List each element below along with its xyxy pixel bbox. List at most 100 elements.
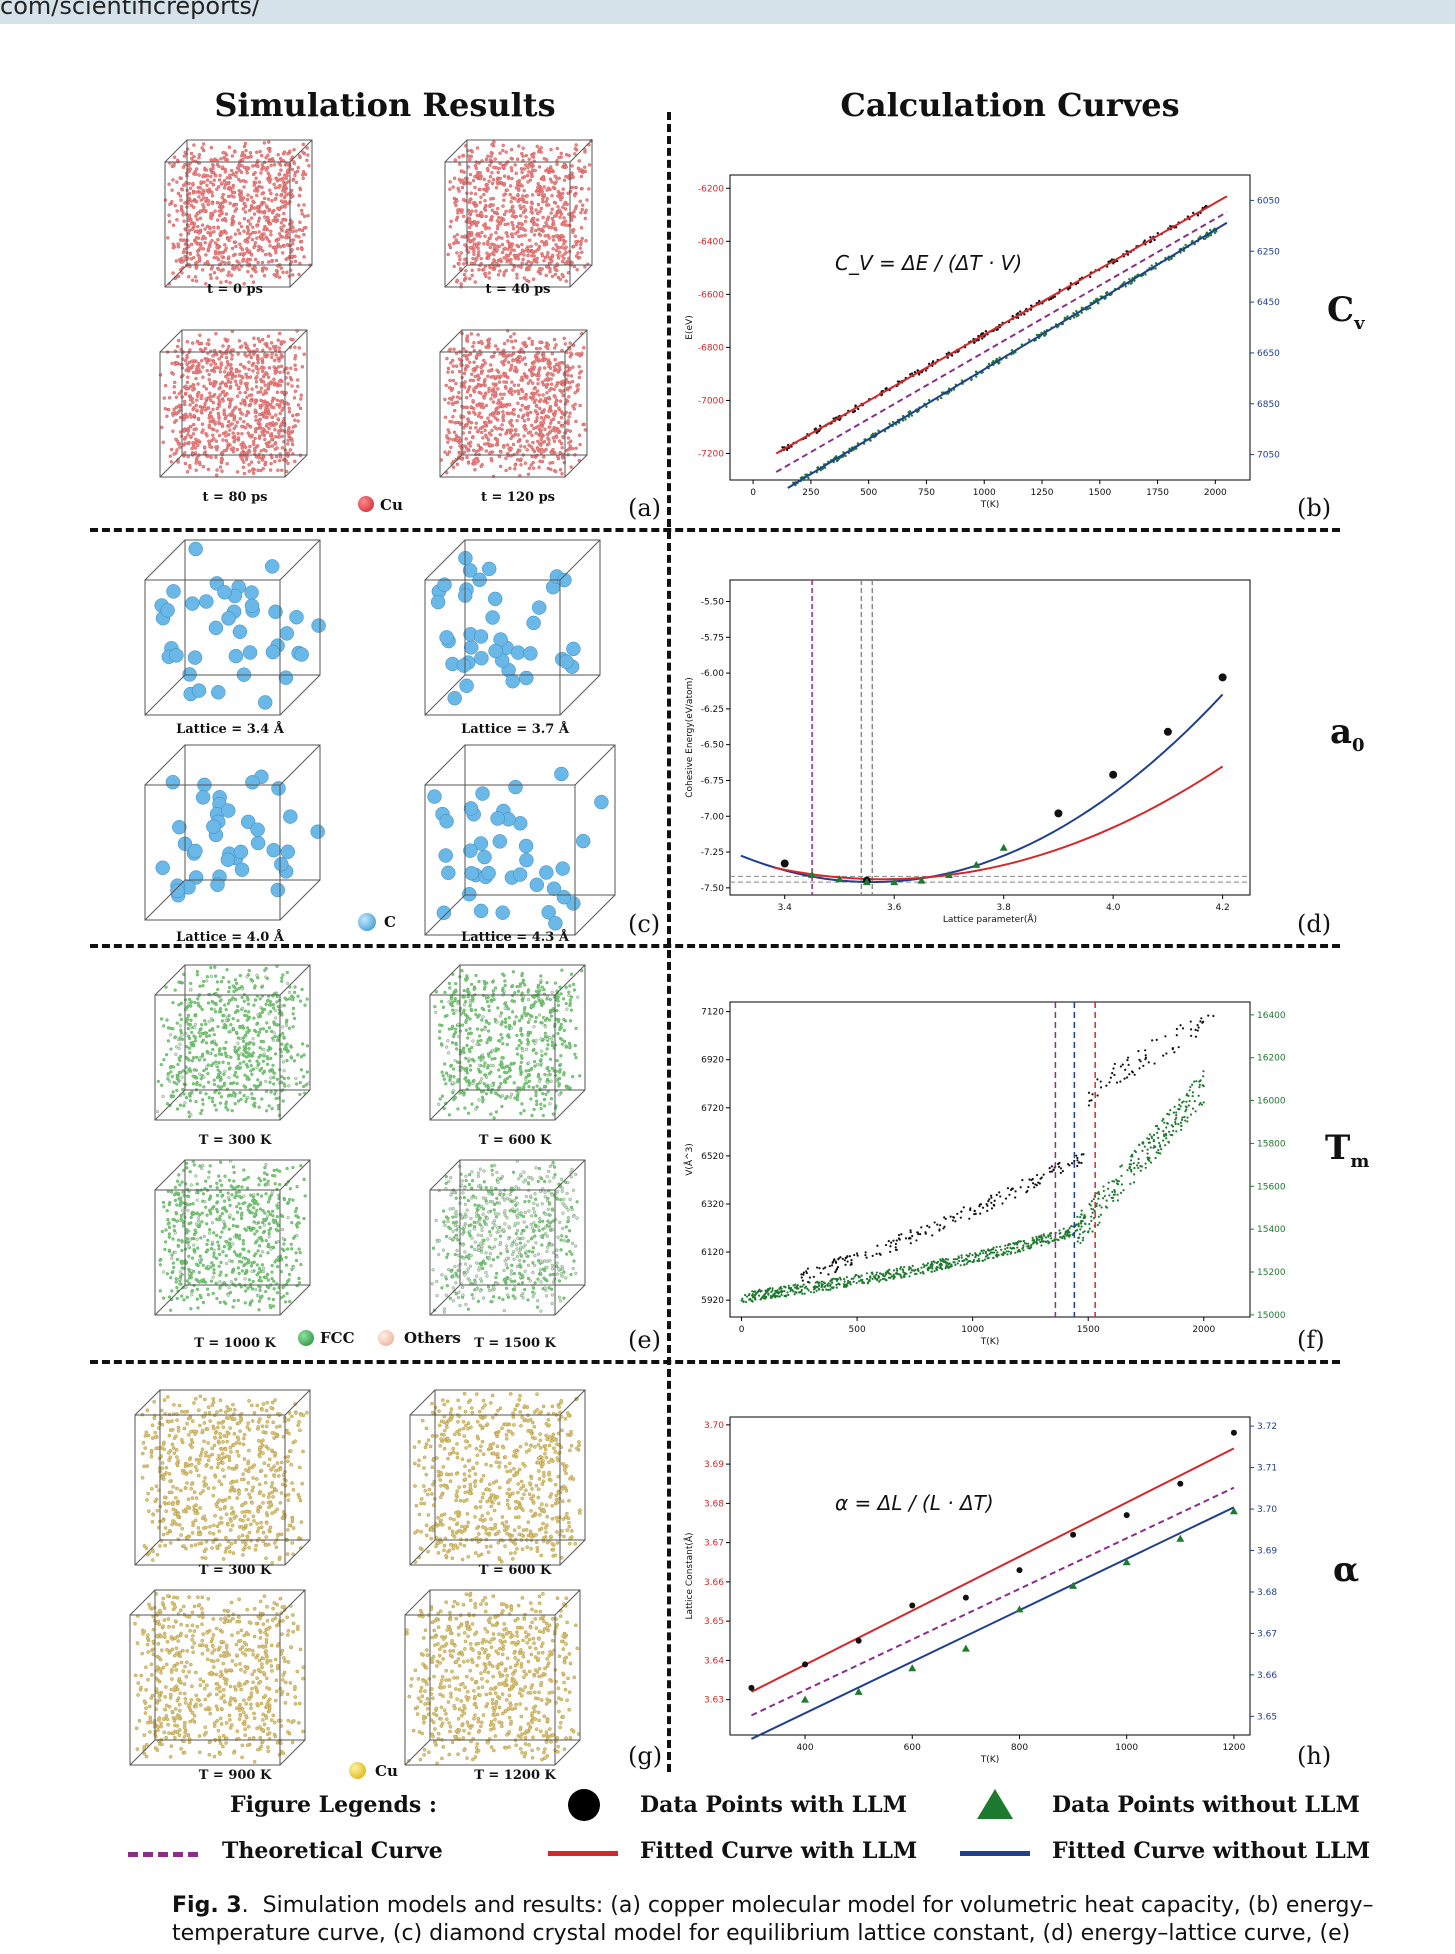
atom xyxy=(522,419,527,423)
atom xyxy=(300,212,304,216)
atom xyxy=(523,344,528,349)
atom xyxy=(191,407,195,412)
atom xyxy=(195,167,199,171)
atom xyxy=(474,650,489,666)
atom xyxy=(233,406,237,410)
atom xyxy=(287,410,292,414)
atom xyxy=(541,354,546,358)
atom xyxy=(476,429,480,433)
data-point-with-llm xyxy=(995,328,998,332)
atom xyxy=(299,397,303,401)
atom xyxy=(245,1026,250,1030)
atom xyxy=(459,678,474,694)
atom xyxy=(206,202,210,207)
atom xyxy=(229,168,234,173)
atom xyxy=(490,428,494,433)
atom xyxy=(198,1005,202,1009)
atom xyxy=(566,419,570,423)
atom xyxy=(259,377,263,382)
atom xyxy=(465,455,469,460)
atom xyxy=(508,192,512,197)
atom xyxy=(176,191,181,196)
atom xyxy=(532,449,537,454)
atom xyxy=(530,201,534,206)
atom xyxy=(501,413,506,418)
atom xyxy=(169,1070,173,1074)
atom xyxy=(484,403,488,408)
atom xyxy=(504,355,509,359)
data-point-without-llm xyxy=(1208,228,1212,232)
atom xyxy=(248,222,253,226)
atom xyxy=(583,148,587,152)
atom xyxy=(572,264,576,269)
atom xyxy=(280,446,285,450)
atom xyxy=(271,781,286,796)
atom xyxy=(269,341,274,345)
atom xyxy=(222,186,227,190)
atom xyxy=(265,218,269,223)
atom xyxy=(245,995,249,999)
atom xyxy=(492,242,496,247)
atom xyxy=(466,449,470,453)
atom xyxy=(521,154,525,158)
caption-a-2: t = 40 ps xyxy=(485,282,551,297)
data-point-without-llm xyxy=(834,455,838,458)
panel-label-c: (c) xyxy=(628,910,661,938)
atom xyxy=(530,193,535,197)
atom xyxy=(577,255,582,260)
atom xyxy=(205,196,209,201)
atom xyxy=(461,178,465,182)
atom xyxy=(294,180,299,185)
atom xyxy=(183,435,188,440)
cube-edge xyxy=(144,744,186,786)
atom xyxy=(553,357,557,362)
atom xyxy=(216,987,220,992)
x-tick-label: 250 xyxy=(802,488,819,498)
atom xyxy=(226,397,231,401)
atom xyxy=(573,194,577,198)
atom xyxy=(579,242,583,247)
atom xyxy=(221,389,226,394)
atom xyxy=(245,410,250,414)
atom xyxy=(232,195,236,199)
atom xyxy=(476,373,480,378)
atom xyxy=(467,238,471,242)
atom xyxy=(576,387,580,391)
atom xyxy=(502,217,506,222)
atom xyxy=(205,975,209,979)
atom xyxy=(514,186,519,190)
atom xyxy=(296,1053,300,1057)
data-point-with-llm xyxy=(908,373,912,376)
atom xyxy=(184,384,188,388)
atom xyxy=(288,375,293,380)
atom xyxy=(199,409,203,414)
atom xyxy=(445,471,449,475)
fit-line-fit_with_llm xyxy=(775,195,1228,455)
data-point-without-llm xyxy=(808,870,817,878)
caption-c-1: Lattice = 3.4 Å xyxy=(176,722,284,737)
atom xyxy=(237,339,242,343)
atom xyxy=(175,158,180,162)
atom xyxy=(550,274,555,279)
atom xyxy=(208,391,212,395)
atom xyxy=(576,251,580,255)
atom xyxy=(243,341,248,346)
atom xyxy=(448,187,452,191)
atom xyxy=(270,444,275,448)
atom xyxy=(243,1073,247,1077)
atom xyxy=(251,1051,255,1055)
atom xyxy=(543,427,547,431)
atom xyxy=(255,1022,259,1026)
atom xyxy=(176,274,181,279)
atom xyxy=(190,156,194,161)
atom xyxy=(253,171,257,175)
atom xyxy=(578,199,582,204)
atom xyxy=(293,363,297,368)
data-point-without-llm xyxy=(1150,264,1153,267)
atom xyxy=(520,261,524,266)
atom xyxy=(257,1105,261,1109)
atom xyxy=(562,336,566,341)
atom xyxy=(275,446,279,450)
atom xyxy=(199,1027,203,1031)
atom xyxy=(244,598,260,614)
